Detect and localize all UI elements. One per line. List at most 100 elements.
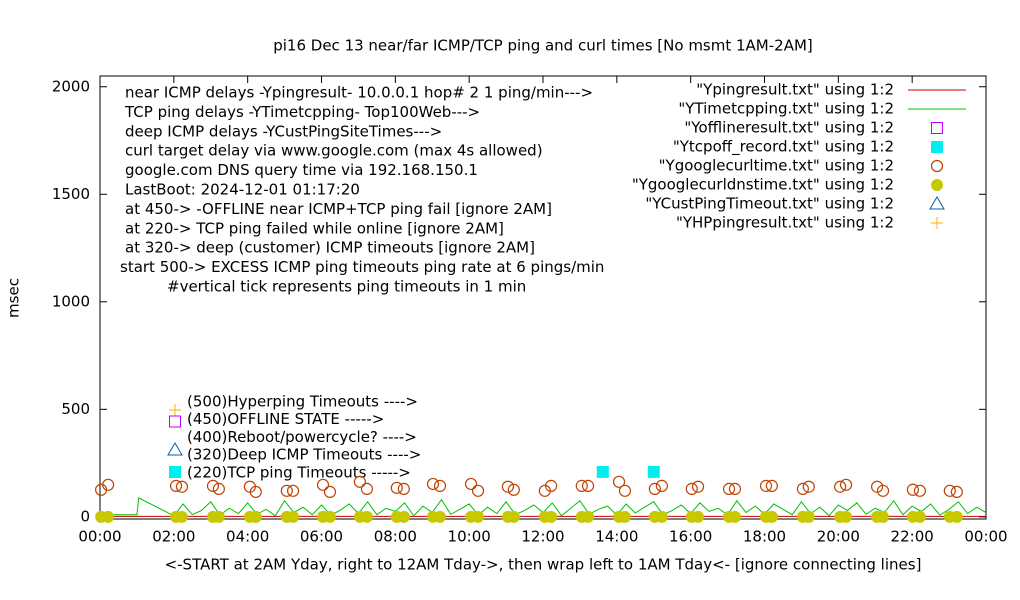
- point: [472, 510, 485, 523]
- annotation: at 320-> deep (customer) ICMP timeouts […: [125, 239, 535, 257]
- point: [950, 510, 963, 523]
- triangle-symbol: [167, 442, 183, 456]
- point: [206, 479, 220, 492]
- x-axis-label: <-START at 2AM Yday, right to 12AM Tday-…: [165, 556, 922, 574]
- annotation: google.com DNS query time via 192.168.15…: [125, 161, 478, 179]
- point: [581, 479, 595, 492]
- chart-title: pi16 Dec 13 near/far ICMP/TCP ping and c…: [273, 37, 813, 55]
- x-tick-label: 08:00: [374, 528, 417, 546]
- legend-label: "YTimetcpping.txt" using 1:2: [678, 100, 894, 118]
- point: [877, 510, 890, 523]
- point: [618, 510, 631, 523]
- point: [545, 510, 558, 523]
- x-tick-label: 10:00: [448, 528, 491, 546]
- point: [249, 485, 262, 499]
- point: [102, 478, 115, 491]
- point: [575, 479, 588, 492]
- point: [802, 510, 815, 523]
- key-note: (400)Reboot/powercycle? ---->: [187, 428, 417, 446]
- point: [464, 477, 478, 491]
- point: [839, 478, 853, 491]
- legend-swatch: [931, 141, 943, 153]
- point: [596, 465, 609, 478]
- point: [840, 510, 853, 523]
- legend-label: "Yofflineresult.txt" using 1:2: [684, 119, 894, 137]
- y-tick-label: 1500: [52, 185, 90, 203]
- point: [353, 475, 366, 488]
- annotation: start 500-> EXCESS ICMP ping timeouts pi…: [120, 258, 604, 276]
- point: [471, 484, 485, 497]
- point: [802, 480, 815, 493]
- point: [102, 510, 115, 523]
- y-axis-label: msec: [5, 278, 23, 318]
- annotation: at 220-> TCP ping failed while online [i…: [125, 219, 504, 237]
- annotation: TCP ping delays -YTimetcpping- Top100Web…: [124, 103, 480, 121]
- plus-symbol: [169, 404, 181, 416]
- square-symbol: [169, 415, 181, 428]
- point: [728, 510, 741, 523]
- point: [648, 482, 661, 495]
- point: [323, 485, 337, 499]
- legend-swatch: [929, 196, 945, 210]
- point: [249, 510, 262, 523]
- series-line: [100, 497, 987, 517]
- x-tick-label: 00:00: [78, 528, 121, 546]
- point: [685, 482, 698, 495]
- point: [175, 510, 188, 523]
- x-tick-label: 20:00: [817, 528, 860, 546]
- legend-swatch: [931, 122, 943, 134]
- annotation: at 450-> -OFFLINE near ICMP+TCP ping fai…: [125, 200, 552, 218]
- point: [796, 482, 809, 495]
- x-tick-label: 06:00: [300, 528, 343, 546]
- annotation: LastBoot: 2024-12-01 01:17:20: [125, 181, 360, 199]
- point: [175, 480, 189, 493]
- point: [287, 510, 300, 523]
- point: [913, 510, 926, 523]
- point: [647, 465, 660, 478]
- x-tick-label: 18:00: [743, 528, 786, 546]
- point: [316, 478, 330, 491]
- point: [426, 477, 440, 491]
- point: [834, 480, 847, 493]
- point: [728, 482, 742, 495]
- legend-label: "Ygooglecurltime.txt" using 1:2: [659, 157, 894, 175]
- point: [397, 510, 410, 523]
- point: [655, 510, 668, 523]
- point: [612, 475, 626, 488]
- point: [618, 484, 632, 497]
- point: [507, 483, 520, 496]
- point: [360, 510, 373, 523]
- point: [507, 510, 520, 523]
- point: [943, 484, 956, 497]
- x-tick-label: 22:00: [891, 528, 934, 546]
- annotation: #vertical tick represents ping timeouts …: [167, 278, 526, 296]
- point: [906, 483, 920, 496]
- key-note: (500)Hyperping Timeouts ---->: [187, 393, 418, 411]
- point: [765, 479, 778, 492]
- point: [212, 482, 225, 495]
- point: [434, 510, 447, 523]
- legend-swatch: [931, 179, 943, 191]
- square-symbol: [169, 466, 181, 478]
- legend-swatch: [930, 159, 944, 173]
- point: [876, 484, 890, 497]
- legend-label: "Ytcpoff_record.txt" using 1:2: [673, 138, 894, 157]
- annotation: near ICMP delays -Ypingresult- 10.0.0.1 …: [125, 84, 593, 102]
- y-tick-label: 500: [61, 400, 90, 418]
- y-tick-label: 2000: [52, 77, 90, 95]
- point: [323, 510, 336, 523]
- point: [280, 484, 293, 497]
- point: [722, 482, 736, 495]
- legend-swatch: [931, 217, 943, 229]
- point: [212, 510, 225, 523]
- key-note: (320)Deep ICMP Timeouts ---->: [187, 446, 421, 464]
- point: [169, 479, 183, 492]
- key-note: (220)TCP ping Timeouts ----->: [187, 463, 411, 481]
- legend-label: "YCustPingTimeout.txt" using 1:2: [645, 195, 894, 213]
- legend-label: "YHPpingresult.txt" using 1:2: [676, 214, 894, 232]
- annotation: curl target delay via www.google.com (ma…: [125, 142, 543, 160]
- point: [692, 510, 705, 523]
- point: [691, 480, 705, 493]
